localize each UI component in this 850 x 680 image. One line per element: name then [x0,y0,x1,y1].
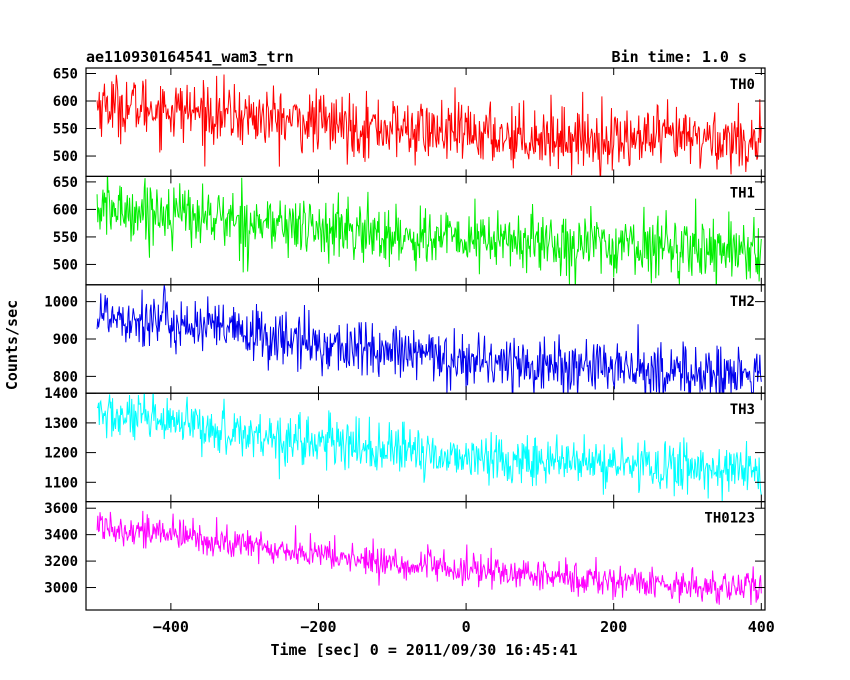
panel-label-th0123: TH0123 [704,511,755,527]
panel-frame-th0 [85,67,766,178]
panel-th0123: 3000 3200 3400 3600 TH0123 [44,501,766,611]
x-axis: −400 −200 0 200 400 [153,618,775,636]
x-tick-label: −200 [300,618,336,636]
x-axis-label: Time [sec] 0 = 2011/09/30 16:45:41 [270,641,577,659]
chart-title: ae110930164541_wam3_trn [86,48,294,66]
y-tick-label: 500 [53,149,78,165]
panel-frame-th0123 [85,501,766,611]
y-axis-label: Counts/sec [3,300,21,390]
panel-th1: 500 550 600 650 TH1 [53,175,766,286]
series-line-th0 [96,74,762,177]
y-tick-label: 500 [53,257,78,273]
x-tick-label: 400 [748,618,775,636]
series-line-th2 [96,284,762,394]
y-tick-label: 650 [53,67,78,83]
y-tick-label: 800 [53,369,78,385]
y-tick-label: 900 [53,332,78,348]
series-line-th1 [96,176,762,285]
y-tick-label: 1300 [44,416,78,432]
y-tick-label: 650 [53,175,78,191]
y-tick-label: 600 [53,94,78,110]
x-tick-label: −400 [153,618,189,636]
x-tick-label: 0 [462,618,471,636]
x-tick-label: 200 [600,618,627,636]
y-tick-label: 3200 [44,554,78,570]
panel-th3: 1100 1200 1300 1400 TH3 [44,386,766,503]
panel-label-th0: TH0 [730,77,755,93]
series-line-th0123 [96,510,762,605]
panel-th0: 500 550 600 650 TH0 [53,67,766,178]
panel-label-th3: TH3 [730,402,755,418]
y-tick-label: 1400 [44,386,78,402]
y-tick-label: 550 [53,122,78,138]
panel-label-th1: TH1 [730,185,755,201]
y-tick-label: 3600 [44,501,78,517]
y-tick-label: 1000 [44,295,78,311]
panel-th2: 800 900 1000 TH2 [44,284,766,394]
bin-time-label: Bin time: 1.0 s [612,48,747,66]
series-line-th3 [96,393,762,502]
y-tick-label: 1200 [44,446,78,462]
y-tick-label: 550 [53,230,78,246]
panel-label-th2: TH2 [730,294,755,310]
panels-group: 500 550 600 650 TH0 500 550 600 650 TH1 800 900 1000… [44,67,766,611]
y-tick-label: 3000 [44,581,78,597]
y-tick-label: 1100 [44,475,78,491]
y-tick-label: 600 [53,202,78,218]
y-tick-label: 3400 [44,528,78,544]
